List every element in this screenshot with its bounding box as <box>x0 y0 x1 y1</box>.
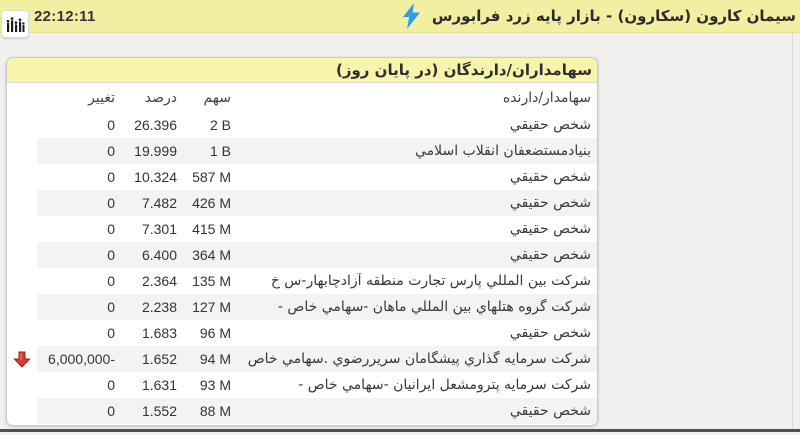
direction-cell <box>7 112 37 138</box>
change-value: 0 <box>107 273 115 289</box>
holder-name: شركت سرمايه پترومشعل ايرانيان -سهامي خاص… <box>298 377 591 393</box>
direction-cell <box>7 398 37 424</box>
table-row[interactable]: شخص حقيقي 96 M 1.683 0 <box>7 320 597 346</box>
col-header-direction <box>7 83 37 112</box>
holder-name: شخص حقيقي <box>509 221 591 237</box>
window-bottom-edge <box>0 429 800 432</box>
table-header-row: سهامدار/دارنده سهم درصد تغيير <box>7 83 597 112</box>
holder-name: شخص حقيقي <box>509 117 591 133</box>
top-status-bar: 22:12:11 سیمان کارون (سکارون) - بازار پا… <box>0 0 800 38</box>
holder-name: شركت بين المللي پارس تجارت منطقه آزادچاب… <box>270 273 591 289</box>
col-header-percent: درصد <box>144 89 177 106</box>
panel-title: سهامداران/دارندگان (در پایان روز) <box>7 58 597 83</box>
col-header-change: تغيير <box>88 89 115 106</box>
percent-value: 7.301 <box>141 221 177 237</box>
percent-value: 1.652 <box>141 351 177 367</box>
change-value: 0 <box>107 117 115 133</box>
direction-cell <box>7 138 37 164</box>
holder-name: شخص حقيقي <box>509 195 591 211</box>
down-arrow-icon <box>13 351 31 368</box>
percent-value: 6.400 <box>141 247 177 263</box>
percent-value: 1.631 <box>141 377 177 393</box>
table-row[interactable]: شخص حقيقي 88 M 1.552 0 <box>7 398 597 424</box>
percent-value: 2.364 <box>141 273 177 289</box>
percent-value: 1.683 <box>141 325 177 341</box>
percent-value: 2.238 <box>141 299 177 315</box>
percent-value: 7.482 <box>141 195 177 211</box>
direction-cell <box>7 242 37 268</box>
change-value: 0 <box>107 143 115 159</box>
holder-name: شركت سرمايه گذاري پيشگامان سريررضوي .سها… <box>247 351 591 367</box>
change-value: 0 <box>107 169 115 185</box>
topbar-left-group: 22:12:11 <box>0 0 96 38</box>
holder-name: شركت گروه هتلهاي بين المللي ماهان -سهامي… <box>277 299 591 315</box>
direction-cell <box>7 294 37 320</box>
shareholders-panel: سهامداران/دارندگان (در پایان روز) سهامدا… <box>6 57 598 426</box>
topbar-title-group: سیمان کارون (سکارون) - بازار پایه زرد فر… <box>402 3 800 29</box>
shares-value: 93 M <box>199 377 231 393</box>
direction-cell <box>7 346 37 372</box>
shares-value: 135 M <box>192 273 231 289</box>
table-row[interactable]: شخص حقيقي 587 M 10.324 0 <box>7 164 597 190</box>
table-row[interactable]: شركت سرمايه پترومشعل ايرانيان -سهامي خاص… <box>7 372 597 398</box>
shares-value: 88 M <box>199 403 231 419</box>
table-row[interactable]: شخص حقيقي 364 M 6.400 0 <box>7 242 597 268</box>
shares-value: 415 M <box>192 221 231 237</box>
change-value: 0 <box>107 195 115 211</box>
col-header-holder: سهامدار/دارنده <box>502 89 591 106</box>
change-value: -6,000,000 <box>48 351 115 367</box>
table-body: شخص حقيقي 2 B 26.396 0 بنيادمستضعفان انق… <box>7 112 597 424</box>
shares-value: 96 M <box>199 325 231 341</box>
shares-value: 2 B <box>209 117 231 133</box>
table-row[interactable]: شخص حقيقي 2 B 26.396 0 <box>7 112 597 138</box>
change-value: 0 <box>107 403 115 419</box>
lightning-bolt-icon <box>402 3 420 29</box>
holder-name: شخص حقيقي <box>509 403 591 419</box>
holder-name: شخص حقيقي <box>509 169 591 185</box>
shares-value: 426 M <box>192 195 231 211</box>
app-launcher-icon[interactable] <box>1 10 29 38</box>
instrument-title: سیمان کارون (سکارون) - بازار پایه زرد فر… <box>431 7 796 25</box>
holder-name: بنيادمستضعفان انقلاب اسلامي <box>414 143 591 159</box>
percent-value: 10.324 <box>134 169 177 185</box>
table-row[interactable]: شركت گروه هتلهاي بين المللي ماهان -سهامي… <box>7 294 597 320</box>
bar-chart-icon <box>6 17 25 32</box>
direction-cell <box>7 190 37 216</box>
direction-cell <box>7 164 37 190</box>
direction-cell <box>7 216 37 242</box>
change-value: 0 <box>107 247 115 263</box>
table-row[interactable]: شركت سرمايه گذاري پيشگامان سريررضوي .سها… <box>7 346 597 372</box>
change-value: 0 <box>107 299 115 315</box>
shares-value: 94 M <box>199 351 231 367</box>
shares-value: 1 B <box>209 143 231 159</box>
percent-value: 1.552 <box>141 403 177 419</box>
percent-value: 19.999 <box>134 143 177 159</box>
direction-cell <box>7 372 37 398</box>
shares-value: 127 M <box>192 299 231 315</box>
holder-name: شخص حقيقي <box>509 247 591 263</box>
shares-value: 364 M <box>192 247 231 263</box>
table-row[interactable]: شخص حقيقي 426 M 7.482 0 <box>7 190 597 216</box>
percent-value: 26.396 <box>134 117 177 133</box>
table-row[interactable]: بنيادمستضعفان انقلاب اسلامي 1 B 19.999 0 <box>7 138 597 164</box>
col-header-shares: سهم <box>203 89 231 106</box>
window-right-border <box>792 33 793 429</box>
shares-value: 587 M <box>192 169 231 185</box>
change-value: 0 <box>107 377 115 393</box>
change-value: 0 <box>107 221 115 237</box>
direction-cell <box>7 268 37 294</box>
table-row[interactable]: شركت بين المللي پارس تجارت منطقه آزادچاب… <box>7 268 597 294</box>
clock-time: 22:12:11 <box>34 7 96 25</box>
direction-cell <box>7 320 37 346</box>
holder-name: شخص حقيقي <box>509 325 591 341</box>
table-row[interactable]: شخص حقيقي 415 M 7.301 0 <box>7 216 597 242</box>
change-value: 0 <box>107 325 115 341</box>
